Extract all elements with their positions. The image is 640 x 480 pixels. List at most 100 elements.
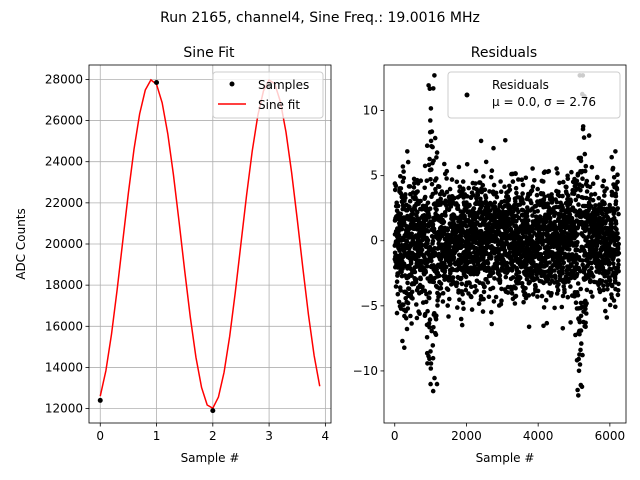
- residual-point: [530, 292, 536, 297]
- y-tick-label-0: 12000: [45, 402, 83, 416]
- residual-point: [427, 317, 433, 322]
- residual-point: [419, 247, 425, 253]
- figure-suptitle: Run 2165, channel4, Sine Freq.: 19.0016 …: [160, 10, 480, 26]
- residual-point: [588, 278, 593, 283]
- residual-point: [578, 347, 583, 353]
- residual-point: [414, 315, 420, 321]
- residual-point: [530, 184, 536, 189]
- residual-point: [461, 306, 466, 312]
- residual-point: [480, 309, 486, 314]
- residual-point: [574, 178, 580, 184]
- residual-point: [547, 215, 553, 221]
- residual-point: [583, 163, 589, 169]
- residual-point: [418, 276, 424, 282]
- residual-point: [541, 305, 547, 310]
- residual-point: [584, 178, 590, 184]
- residual-point: [400, 338, 405, 344]
- residual-point: [544, 320, 550, 326]
- residual-point: [589, 192, 594, 197]
- residual-point: [460, 179, 466, 184]
- y-tick-label-7: 26000: [45, 114, 83, 128]
- residual-point: [569, 169, 574, 175]
- residual-point: [482, 187, 488, 193]
- residual-point: [578, 268, 583, 274]
- residual-point: [560, 193, 565, 199]
- residual-point: [489, 309, 494, 315]
- x-tick-label-1: 1: [153, 429, 161, 443]
- residual-point: [596, 195, 602, 201]
- residual-point: [444, 168, 450, 174]
- residual-point: [609, 221, 614, 226]
- residual-point: [393, 183, 399, 188]
- residual-point: [437, 292, 442, 298]
- residual-point: [429, 129, 435, 134]
- residual-point: [522, 291, 528, 296]
- residual-point: [499, 298, 504, 304]
- residual-point: [544, 219, 549, 225]
- residual-point: [452, 195, 457, 201]
- residual-point: [435, 298, 440, 303]
- residual-point: [601, 283, 606, 289]
- residual-point: [594, 247, 599, 252]
- y-tick-label-8: 28000: [45, 72, 83, 86]
- residual-point: [523, 286, 528, 291]
- residual-point: [415, 189, 420, 194]
- residual-point: [557, 262, 563, 267]
- residual-point: [547, 260, 552, 265]
- residual-point: [478, 196, 483, 202]
- residual-point: [467, 203, 472, 208]
- residual-point: [501, 258, 507, 264]
- residual-point: [450, 275, 456, 280]
- residual-point: [578, 328, 584, 333]
- residual-point: [439, 189, 445, 194]
- residual-point: [433, 186, 438, 192]
- residual-point: [507, 250, 513, 255]
- residual-point: [405, 306, 411, 311]
- residual-point: [447, 296, 452, 302]
- residual-point: [532, 178, 537, 183]
- residual-point: [579, 304, 585, 310]
- residual-point: [611, 298, 617, 303]
- residual-point: [492, 200, 498, 205]
- residual-point: [427, 156, 432, 162]
- residual-point: [498, 301, 504, 307]
- residual-point: [457, 297, 462, 303]
- residual-point: [414, 277, 419, 282]
- residual-point: [428, 118, 433, 123]
- residual-point: [478, 138, 484, 144]
- residual-point: [615, 292, 621, 298]
- residual-point: [539, 293, 545, 299]
- residual-point: [446, 314, 451, 319]
- residuals-plot-area: [392, 73, 622, 398]
- residual-point: [604, 186, 609, 191]
- residual-point: [561, 260, 567, 265]
- residual-point: [415, 209, 420, 215]
- residual-point: [462, 219, 468, 225]
- residual-point: [432, 253, 438, 258]
- residual-point: [444, 189, 450, 195]
- residual-point: [424, 143, 430, 148]
- residual-point: [395, 203, 401, 209]
- residual-point: [420, 284, 425, 290]
- residual-point: [545, 277, 551, 282]
- y-tick-label-3: 18000: [45, 278, 83, 292]
- residual-point: [516, 177, 521, 182]
- residual-point: [487, 208, 493, 214]
- residual-point: [575, 193, 581, 199]
- residual-point: [595, 174, 600, 180]
- residual-point: [451, 255, 457, 260]
- residual-point: [498, 179, 503, 184]
- residuals-panel: Residuals 0 2000 4000 6000 −10 −5 0 5 10 Sample …: [353, 45, 627, 465]
- residual-point: [463, 274, 469, 280]
- residual-point: [506, 216, 511, 221]
- residual-point: [616, 268, 621, 274]
- residual-point: [464, 194, 470, 199]
- residual-point: [417, 311, 422, 317]
- residual-point: [469, 294, 474, 300]
- residual-point: [444, 264, 449, 270]
- residual-point: [460, 300, 466, 306]
- residual-point: [489, 168, 495, 173]
- residual-point: [422, 194, 428, 200]
- residual-point: [528, 266, 534, 271]
- residual-point: [480, 182, 486, 188]
